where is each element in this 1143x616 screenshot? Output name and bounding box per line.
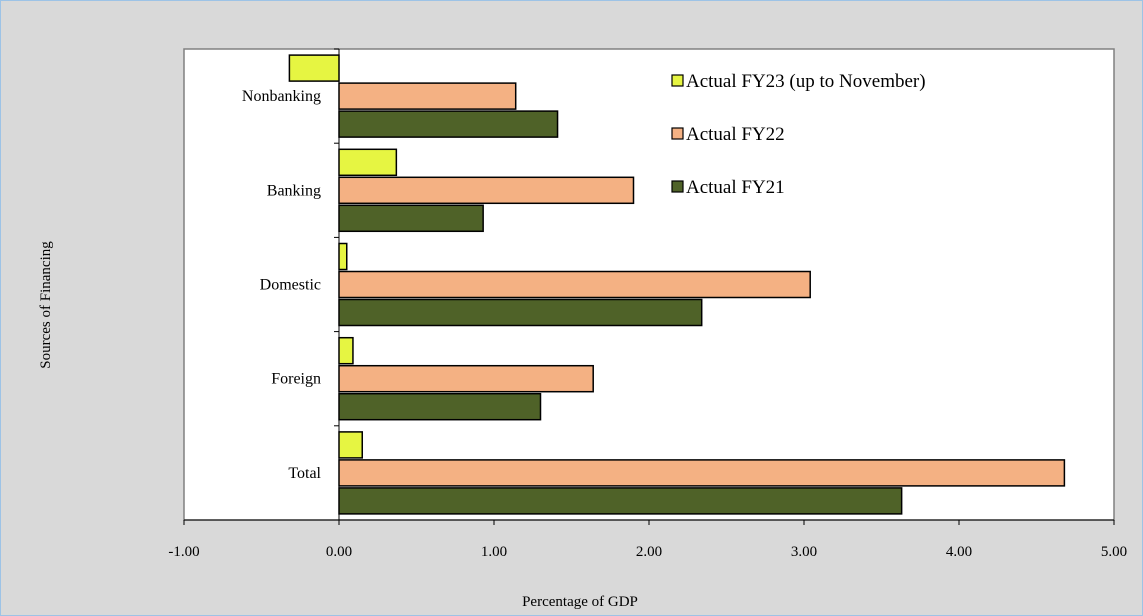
- bar-domestic-series-0: [338, 242, 348, 271]
- category-label-foreign: Foreign: [271, 371, 321, 388]
- bar-foreign-series-1: [338, 364, 594, 393]
- legend-label: Actual FY22: [686, 124, 785, 145]
- x-tick-label: 0.00: [326, 544, 352, 560]
- x-tick-label: 5.00: [1101, 544, 1127, 560]
- category-label-banking: Banking: [267, 182, 321, 199]
- bar-foreign-series-2: [338, 392, 542, 421]
- category-label-total: Total: [288, 465, 321, 482]
- bar-total-series-2: [338, 487, 903, 515]
- bar-banking-series-2: [338, 204, 484, 233]
- x-ticks-group: -1.00 0.00 1.00 2.00 3.00 4.00 5.00: [168, 520, 1127, 560]
- legend-label: Actual FY21: [686, 177, 785, 198]
- bar-domestic-series-2: [338, 298, 703, 327]
- bars-group: [288, 54, 1066, 515]
- x-tick-label: 4.00: [946, 544, 972, 560]
- x-tick-label: 2.00: [636, 544, 662, 560]
- bar-nonbanking-series-0: [288, 54, 340, 82]
- y-axis-title: Sources of Financing: [38, 241, 54, 369]
- x-tick-label: -1.00: [168, 544, 199, 560]
- category-labels-group: Nonbanking Banking Domestic Foreign Total: [242, 88, 322, 482]
- x-axis-title: Percentage of GDP: [522, 594, 638, 610]
- legend: Actual FY23 (up to November) Actual FY22 A…: [671, 71, 926, 198]
- x-tick-label: 1.00: [481, 544, 507, 560]
- category-label-domestic: Domestic: [260, 277, 321, 294]
- bar-total-series-0: [338, 431, 363, 459]
- category-ticks-group: [334, 48, 339, 521]
- bar-nonbanking-series-2: [338, 110, 559, 138]
- legend-swatch: [671, 127, 684, 140]
- bar-domestic-series-1: [338, 270, 811, 299]
- bar-banking-series-1: [338, 176, 635, 205]
- bar-nonbanking-series-1: [338, 82, 517, 110]
- legend-swatch: [671, 74, 684, 87]
- bar-total-series-1: [338, 459, 1066, 487]
- legend-swatch: [671, 180, 684, 193]
- legend-label: Actual FY23 (up to November): [686, 71, 926, 92]
- bar-foreign-series-0: [338, 336, 354, 365]
- x-tick-label: 3.00: [791, 544, 817, 560]
- bar-banking-series-0: [338, 148, 398, 177]
- category-label-nonbanking: Nonbanking: [242, 88, 321, 105]
